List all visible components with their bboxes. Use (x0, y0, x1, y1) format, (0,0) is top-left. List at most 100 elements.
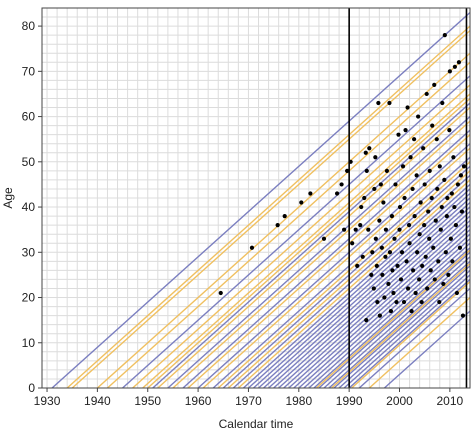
lifeline-orange (71, 30, 470, 388)
lifeline-purple (338, 269, 470, 388)
event-point (404, 259, 409, 264)
x-axis-ticks: 1930 1940 1950 1960 1970 1980 1990 2000 2010 (34, 388, 464, 408)
event-point (457, 245, 463, 250)
event-point (452, 204, 457, 210)
event-point (412, 213, 417, 219)
lifeline-orange (157, 107, 470, 388)
event-point (399, 250, 405, 255)
reference-lines (348, 8, 468, 388)
event-point (456, 60, 462, 65)
event-point (364, 318, 369, 323)
y-tick-label: 50 (22, 155, 36, 169)
lifeline-purple (283, 220, 470, 388)
event-point (371, 286, 376, 291)
event-point (432, 82, 437, 88)
event-point (416, 114, 421, 119)
event-point (282, 213, 287, 219)
event-point (405, 105, 410, 110)
event-point (366, 227, 371, 232)
event-point (460, 313, 466, 318)
event-point (382, 295, 387, 300)
event-point (388, 308, 394, 314)
event-point (409, 308, 414, 314)
lifeline-orange (331, 263, 470, 388)
event-point (431, 245, 436, 250)
event-point (359, 204, 364, 210)
event-point (434, 137, 439, 142)
event-point (411, 268, 416, 273)
x-tick-label: 1990 (336, 394, 363, 408)
event-point (397, 204, 403, 210)
event-point (339, 182, 344, 187)
event-point (394, 299, 399, 305)
event-point (377, 313, 382, 318)
event-point (446, 272, 451, 278)
y-tick-label: 40 (22, 200, 36, 214)
lifeline-orange (351, 281, 470, 388)
lifeline-purple (122, 75, 470, 388)
x-tick-label: 1980 (285, 394, 312, 408)
event-point (397, 227, 402, 232)
event-point (360, 254, 365, 259)
lifeline-purple (348, 278, 470, 388)
event-point (275, 223, 280, 228)
event-point (358, 223, 363, 228)
lifeline-purple (182, 129, 470, 388)
lifeline-purple (273, 211, 470, 388)
event-point (380, 272, 385, 278)
event-point (426, 209, 431, 214)
event-point (437, 164, 442, 169)
lifeline-purple (247, 188, 470, 388)
event-point (439, 204, 444, 210)
event-point (452, 64, 457, 69)
event-point (364, 168, 369, 173)
event-point (430, 123, 435, 128)
event-point (445, 195, 450, 201)
x-tick-label: 1960 (185, 394, 212, 408)
event-point (447, 128, 452, 133)
x-tick-label: 2010 (437, 394, 464, 408)
event-point (392, 236, 397, 241)
y-tick-label: 20 (22, 291, 36, 305)
event-point (442, 177, 447, 183)
event-point (412, 137, 417, 142)
event-point (348, 159, 353, 164)
lifeline-purple (268, 206, 470, 388)
y-tick-label: 80 (22, 19, 36, 33)
event-point (451, 155, 456, 160)
event-point (334, 191, 340, 196)
lifeline-purple (51, 12, 470, 388)
event-point (420, 263, 425, 268)
lifeline-orange (172, 120, 470, 388)
event-point (443, 250, 448, 255)
event-point (453, 223, 459, 228)
event-point (402, 195, 407, 201)
event-point (419, 299, 424, 305)
event-points (218, 33, 467, 323)
lifeline-orange (368, 297, 470, 388)
event-point (369, 272, 374, 278)
event-point (461, 164, 467, 169)
event-point (396, 132, 401, 137)
event-point (377, 218, 382, 223)
event-point (450, 259, 455, 264)
lifeline-purple (288, 224, 470, 388)
lifeline-purple (318, 251, 470, 388)
lifeline-purple (333, 265, 470, 388)
lifeline-purple (167, 116, 470, 388)
event-point (428, 268, 433, 273)
y-tick-label: 10 (22, 336, 36, 350)
event-point (438, 227, 443, 232)
event-point (299, 200, 304, 205)
event-point (362, 195, 367, 201)
lifeline-purple (298, 233, 470, 388)
event-point (249, 245, 255, 250)
lifeline-purple (358, 287, 470, 388)
event-point (427, 168, 432, 173)
event-point (444, 213, 449, 219)
event-point (410, 186, 415, 192)
event-point (408, 155, 413, 160)
event-point (429, 195, 434, 201)
event-point (308, 191, 313, 196)
event-point (421, 146, 426, 151)
